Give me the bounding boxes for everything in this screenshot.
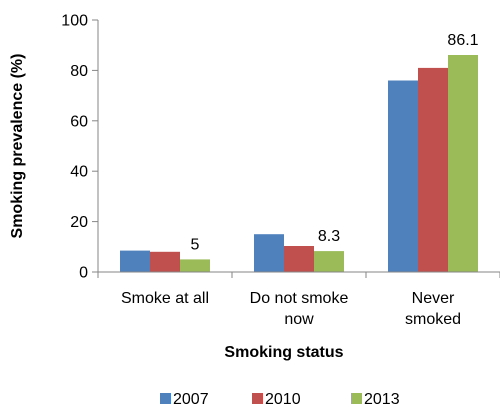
y-tick-label-20: 20 (70, 214, 88, 231)
y-axis-title-group: Smoking prevalence (%) (9, 54, 26, 239)
x-category-label-2: Never smoked (405, 290, 461, 328)
bar-2007-2 (388, 80, 418, 272)
legend-label-2010: 2010 (265, 391, 301, 408)
y-tick-label-0: 0 (79, 265, 88, 282)
bar-2007-1 (254, 234, 284, 272)
legend: 2007 2010 2013 (160, 391, 400, 408)
data-label-2013-2: 86.1 (447, 32, 478, 49)
x-category-label-line: smoked (405, 311, 461, 328)
legend-swatch-2010 (252, 393, 263, 404)
y-tick-label-100: 100 (61, 13, 88, 30)
data-label-2013-0: 5 (191, 236, 200, 253)
y-tick-label-40: 40 (70, 164, 88, 181)
legend-label-2013: 2013 (364, 391, 400, 408)
data-label-2013-1: 8.3 (318, 228, 340, 245)
x-category-label-line: Never (412, 290, 455, 307)
bar-2010-2 (418, 67, 448, 273)
x-category-label-0: Smoke at all (121, 290, 209, 307)
y-axis-title: Smoking prevalence (%) (9, 54, 26, 239)
x-axis-title: Smoking status (224, 344, 343, 361)
bar-2010-1 (284, 246, 314, 272)
y-tick-label-80: 80 (70, 63, 88, 80)
bar-2013-1 (314, 251, 344, 272)
legend-label-2007: 2007 (173, 391, 209, 408)
bar-2013-0 (180, 259, 210, 272)
x-category-label-line: Do not smoke (250, 290, 349, 307)
bar-2013-2 (448, 55, 478, 272)
x-category-label-line: now (284, 311, 314, 328)
plot-area: 0 20 40 60 80 100 Smoke at all Do not smoke now N… (61, 13, 500, 328)
x-category-label-1: Do not smoke now (250, 290, 349, 328)
bar-2007-0 (120, 250, 150, 272)
x-category-label-line: Smoke at all (121, 290, 209, 307)
y-tick-label-60: 60 (70, 113, 88, 130)
legend-swatch-2013 (351, 393, 362, 404)
bar-2010-0 (150, 251, 180, 272)
legend-swatch-2007 (160, 393, 171, 404)
